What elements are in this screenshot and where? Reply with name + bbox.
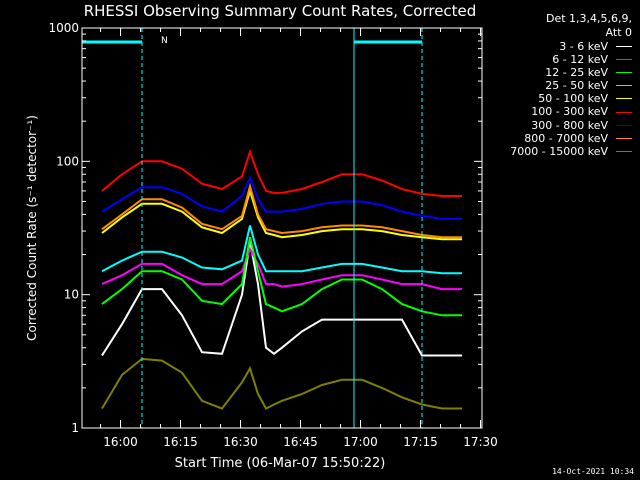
- series-line-6: [101, 175, 462, 220]
- y-tick-label-0: 1: [71, 421, 79, 435]
- series-line-4: [101, 187, 462, 241]
- series-layer: [101, 148, 462, 410]
- legend-label: 800 - 7000 keV: [524, 131, 608, 145]
- x-tick-label-2: 16:30: [223, 435, 258, 449]
- legend-label: 300 - 800 keV: [531, 118, 608, 132]
- timestamp: 14-Oct-2021 10:34: [552, 467, 634, 476]
- x-axis-label: Start Time (06-Mar-07 15:50:22): [175, 456, 386, 471]
- overlay-layer: [81, 28, 423, 428]
- legend-header-detectors: Det 1,3,4,5,6,9,: [545, 12, 632, 25]
- legend-entry-4: 50 - 100 keV: [462, 92, 632, 105]
- tick-layer: 1 10 100 1000 16:00 16:15 16:30 16:45 17:00 17:15…: [48, 21, 497, 449]
- x-tick-label-6: 17:30: [463, 435, 498, 449]
- y-axis-label: Corrected Count Rate (s⁻¹ detector⁻¹): [25, 115, 39, 341]
- series-line-1: [101, 246, 462, 291]
- series-line-0: [101, 241, 462, 357]
- legend-label: 6 - 12 keV: [552, 53, 608, 67]
- legend: Det 1,3,4,5,6,9, Att 0 3 - 6 keV 6 - 12 k…: [462, 12, 632, 158]
- legend-label: 25 - 50 keV: [545, 79, 608, 93]
- series-line-5: [101, 148, 462, 197]
- legend-label: 50 - 100 keV: [538, 92, 608, 106]
- legend-swatch: [616, 85, 632, 87]
- legend-entry-1: 6 - 12 keV: [462, 53, 632, 66]
- legend-label: 100 - 300 keV: [531, 105, 608, 119]
- x-tick-label-3: 16:45: [283, 435, 318, 449]
- legend-label: 7000 - 15000 keV: [510, 144, 608, 158]
- y-tick-label-2: 100: [56, 154, 79, 168]
- legend-rows: 3 - 6 keV 6 - 12 keV 12 - 25 keV 25 - 50 ke…: [462, 40, 632, 158]
- attenuator-marker: N: [161, 36, 168, 46]
- series-line-3: [101, 225, 462, 275]
- x-tick-label-1: 16:15: [163, 435, 198, 449]
- legend-entry-2: 12 - 25 keV: [462, 66, 632, 79]
- legend-swatch: [616, 98, 632, 100]
- legend-entry-8: 7000 - 15000 keV: [462, 145, 632, 158]
- series-line-8: [101, 357, 462, 410]
- legend-label: 12 - 25 keV: [545, 66, 608, 80]
- legend-entry-6: 300 - 800 keV: [462, 119, 632, 132]
- legend-swatch: [616, 72, 632, 74]
- x-tick-label-0: 16:00: [103, 435, 138, 449]
- legend-swatch: [616, 150, 632, 152]
- legend-header-attenuator: Att 0: [605, 26, 632, 39]
- legend-swatch: [616, 59, 632, 61]
- legend-entry-5: 100 - 300 keV: [462, 105, 632, 118]
- chart-title: RHESSI Observing Summary Count Rates, Co…: [84, 2, 477, 20]
- legend-entry-0: 3 - 6 keV: [462, 40, 632, 53]
- plot-frame: [81, 27, 483, 429]
- x-tick-label-4: 17:00: [343, 435, 378, 449]
- legend-swatch: [616, 124, 632, 126]
- legend-entry-7: 800 - 7000 keV: [462, 132, 632, 145]
- y-tick-label-1: 10: [64, 288, 79, 302]
- series-line-2: [101, 236, 462, 317]
- legend-swatch: [616, 137, 632, 139]
- series-line-7: [101, 182, 462, 239]
- legend-label: 3 - 6 keV: [559, 40, 608, 53]
- x-tick-label-5: 17:15: [403, 435, 438, 449]
- y-tick-label-3: 1000: [48, 21, 79, 35]
- legend-swatch: [616, 46, 632, 48]
- legend-swatch: [616, 111, 632, 113]
- legend-entry-3: 25 - 50 keV: [462, 79, 632, 92]
